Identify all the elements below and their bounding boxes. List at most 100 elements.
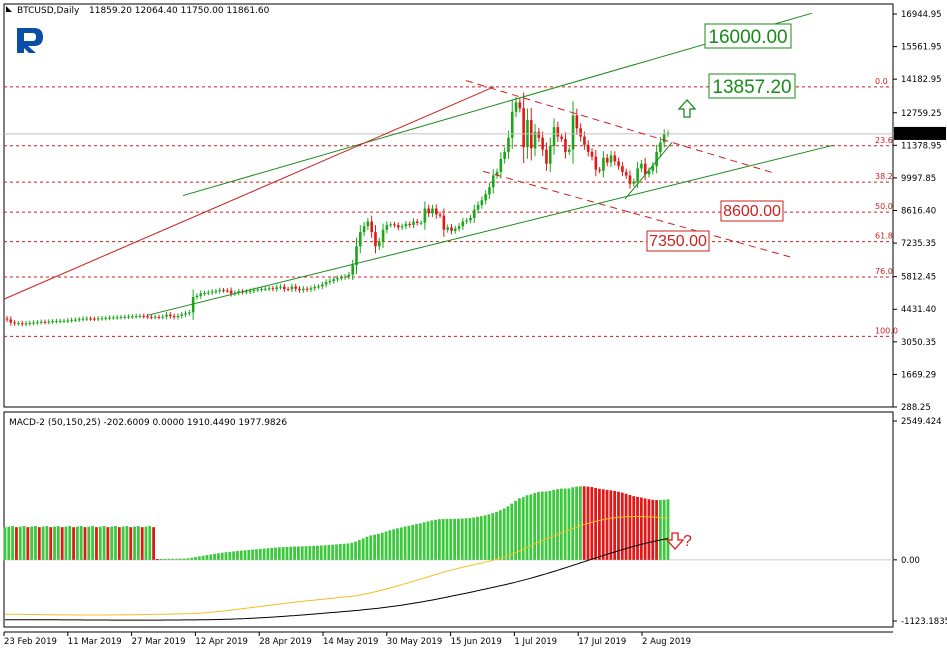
candle-body (195, 295, 199, 298)
x-tick-label: 17 Jul 2019 (578, 637, 626, 647)
macd-histogram-bar (582, 486, 586, 560)
macd-histogram-bar (449, 518, 453, 560)
macd-histogram-bar (243, 550, 247, 560)
macd-histogram-bar (34, 526, 37, 560)
macd-histogram-bar (411, 524, 415, 560)
candle-body (252, 289, 256, 291)
candle-body (104, 318, 108, 320)
candle-body (598, 169, 601, 171)
macd-histogram-bar (609, 490, 613, 560)
macd-histogram-bar (548, 490, 552, 560)
candle-body (184, 313, 187, 315)
macd-histogram-bar (540, 491, 544, 560)
macd-histogram-bar (601, 489, 605, 560)
macd-histogram-bar (304, 546, 308, 560)
candle-body (283, 286, 286, 289)
macd-histogram-bar (331, 544, 335, 560)
macd-histogram-bar (30, 526, 34, 560)
candle-body (457, 226, 461, 229)
macd-histogram-bar (175, 558, 178, 560)
candle-body (651, 166, 655, 171)
candle-body (264, 288, 267, 290)
macd-histogram-bar (60, 527, 64, 560)
x-tick-label: 2 Aug 2019 (642, 637, 691, 647)
candle-body (115, 317, 119, 319)
macd-histogram-bar (357, 540, 361, 560)
candle-body (518, 102, 522, 109)
macd-histogram-bar (651, 499, 655, 560)
y-tick-label: 14182.95 (901, 75, 942, 85)
candle-body (180, 314, 184, 316)
candle-body (332, 279, 336, 281)
candle-body (503, 151, 506, 159)
macd-histogram-bar (277, 547, 281, 560)
candle-body (385, 225, 389, 230)
candle-body (36, 322, 39, 324)
macd-histogram-bar (300, 546, 304, 560)
candle-body (602, 157, 605, 171)
candle-body (643, 163, 647, 175)
macd-histogram-bar (289, 546, 293, 560)
candle-body (74, 319, 77, 321)
candle-body (472, 209, 476, 218)
candle-body (541, 137, 544, 150)
candle-body (165, 314, 168, 317)
macd-histogram-bar (281, 547, 285, 560)
candle-body (415, 221, 419, 223)
macd-histogram-bar (617, 491, 620, 560)
candle-body (96, 318, 100, 320)
macd-histogram-bar (56, 526, 60, 560)
y-tick-label: 288.25 (901, 403, 931, 413)
fib-level-label: 0.0 (875, 77, 888, 86)
macd-histogram-bar (552, 489, 556, 560)
macd-histogram-bar (205, 555, 209, 560)
macd-histogram-bar (495, 511, 498, 560)
macd-histogram-bar (384, 531, 388, 560)
price-label-text: 8600.00 (723, 203, 781, 220)
candle-body (199, 293, 203, 296)
macd-histogram-bar (533, 493, 537, 560)
macd-histogram-bar (7, 526, 11, 560)
macd-histogram-bar (605, 489, 609, 560)
candle-body (267, 288, 271, 290)
macd-histogram-bar (194, 557, 197, 560)
price-label-text: 7350.00 (649, 233, 707, 250)
macd-histogram-bar (426, 521, 430, 560)
candle-body (321, 284, 324, 287)
candle-body (575, 115, 579, 129)
candle-body (275, 287, 279, 289)
candle-body (256, 289, 260, 291)
candle-body (484, 194, 487, 201)
macd-histogram-bar (457, 518, 460, 560)
macd-histogram-bar (563, 488, 567, 560)
current-price-box (894, 126, 946, 140)
candle-body (453, 228, 457, 231)
macd-histogram-bar (502, 508, 506, 560)
candle-body (393, 224, 396, 226)
macd-main-line (5, 537, 669, 621)
macd-histogram-bar (83, 527, 87, 560)
candle-body (100, 318, 104, 320)
candle-body (427, 208, 430, 214)
macd-histogram-bar (296, 546, 300, 560)
candle-body (93, 318, 96, 320)
macd-histogram-bar (460, 518, 464, 560)
candle-body (522, 108, 525, 148)
macd-histogram-bar (87, 526, 91, 560)
macd-histogram-bar (319, 545, 323, 560)
candle-body (328, 280, 332, 283)
candle-body (617, 161, 620, 167)
x-tick-label: 14 May 2019 (323, 637, 378, 647)
candle-body (43, 321, 47, 323)
x-tick-label: 1 Jul 2019 (514, 637, 557, 647)
candle-body (404, 223, 408, 227)
price-label-box (708, 73, 796, 99)
macd-histogram-bar (441, 519, 445, 560)
macd-histogram-bar (293, 546, 296, 560)
macd-histogram-bar (239, 550, 243, 560)
down-arrow-icon (665, 532, 685, 550)
y-tick-label: 15561.95 (901, 43, 942, 53)
candle-body (347, 274, 351, 277)
current-price-label: 11861.60 (898, 130, 939, 140)
